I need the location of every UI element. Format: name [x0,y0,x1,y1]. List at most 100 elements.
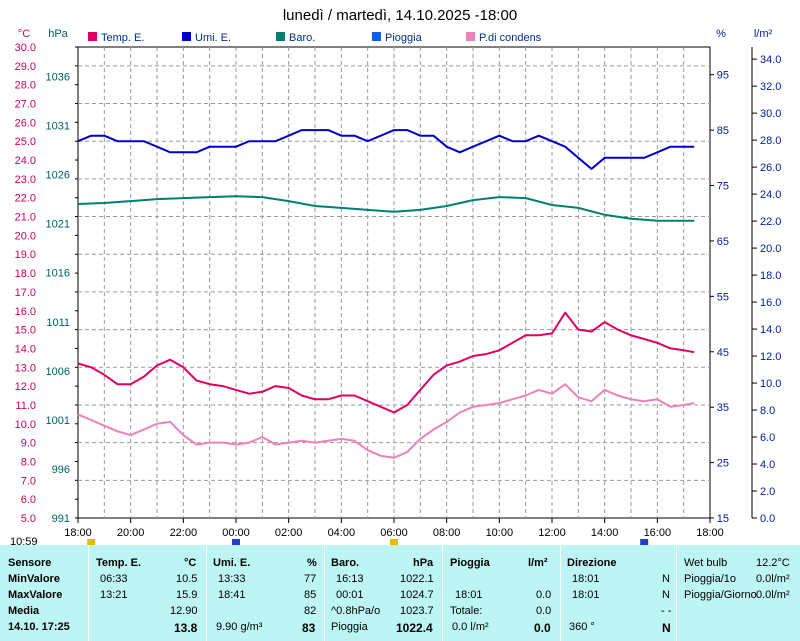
celsius-tick-label: 5.0 [21,513,36,525]
temp-title: Temp. E. [96,557,142,569]
umi-current: 83 [302,621,316,635]
percent-tick-label: 15 [717,513,729,525]
celsius-tick-label: 9.0 [21,438,36,450]
celsius-tick-label: 24.0 [15,155,36,167]
maxvalore-label: MaxValore [8,589,63,601]
legend-swatch [182,32,191,41]
celsius-tick-label: 18.0 [15,268,36,280]
baro-current: 1022.4 [396,621,433,635]
wetbulb-label: Wet bulb [684,557,728,569]
baro-title: Baro. [331,557,360,569]
celsius-tick-label: 30.0 [15,42,36,54]
rain-tick-label: 32.0 [760,81,781,93]
umi-max: 85 [304,589,317,601]
legend-swatch [88,32,97,41]
temp-min-time: 06:33 [100,573,128,585]
pioggia-max-time: 18:01 [455,589,483,601]
umi-title: Umi. E. [213,557,251,569]
baro-media: 1023.7 [400,605,434,617]
hpa-tick-label: 1026 [46,170,70,182]
hpa-tick-label: 1031 [46,121,70,133]
pioggia-unit: l/m² [528,557,548,569]
direzione-media: - - [661,605,672,617]
hpa-tick-label: 1001 [46,415,70,427]
rain-tick-label: 24.0 [760,189,781,201]
legend-label: Pioggia [385,32,423,44]
hpa-tick-label: 1006 [46,366,70,378]
pioggia-rate: 0.0 l/m² [452,621,489,633]
legend-swatch [466,32,475,41]
baro-unit: hPa [413,557,434,569]
rain-tick-label: 10.0 [760,378,781,390]
rain-tick-label: 2.0 [760,486,775,498]
rain-day-value: 0.0l/m² [756,589,790,601]
x-tick-label: 06:00 [380,527,408,539]
rain-tick-label: 18.0 [760,270,781,282]
legend-label: Umi. E. [195,32,231,44]
rain-tick-label: 20.0 [760,243,781,255]
baro-min-time: 16:13 [336,573,364,585]
x-tick-label: 08:00 [433,527,461,539]
series-line-umi-e [77,129,695,170]
weather-chart: lunedì / martedì, 14.10.2025 -18:00 °C h… [15,7,782,545]
clock-time: 10:59 [10,536,38,548]
x-tick-label: 14:00 [591,527,619,539]
celsius-tick-label: 27.0 [15,99,36,111]
rain-axis-unit: l/m² [754,28,773,40]
umi-unit: % [307,557,317,569]
event-marker [390,539,398,545]
rain-tick-label: 30.0 [760,108,781,120]
celsius-tick-label: 14.0 [15,343,36,355]
rain-tick-label: 16.0 [760,297,781,309]
celsius-tick-label: 29.0 [15,61,36,73]
celsius-tick-label: 11.0 [15,400,36,412]
media-label: Media [8,605,40,617]
hpa-tick-label: 996 [52,464,70,476]
x-tick-label: 02:00 [275,527,303,539]
legend-label: Temp. E. [101,32,144,44]
event-markers [87,539,649,545]
grid [77,46,711,519]
x-tick-label: 16:00 [644,527,672,539]
chart-title: lunedì / martedì, 14.10.2025 -18:00 [283,7,517,24]
percent-tick-label: 35 [717,402,729,414]
stats-panel: 10:59 Sensore MinValore MaxValore Media … [0,536,800,641]
event-marker [640,539,649,545]
celsius-axis-unit: °C [18,28,30,40]
celsius-tick-label: 15.0 [15,325,36,337]
celsius-tick-label: 23.0 [15,174,36,186]
pioggia-max: 0.0 [536,589,552,601]
baro-trend: ^0.8hPa/o [331,605,381,617]
rain-tick-label: 26.0 [760,162,781,174]
direzione-min-time: 18:01 [572,573,600,585]
direzione-max: N [662,589,670,601]
direzione-title: Direzione [567,557,617,569]
celsius-tick-label: 28.0 [15,80,36,92]
percent-tick-label: 55 [717,291,729,303]
celsius-tick-label: 21.0 [15,212,36,224]
series-line-p-di-condens [77,383,695,459]
celsius-tick-label: 8.0 [21,456,36,468]
percent-tick-label: 65 [717,236,729,248]
pioggia-totale-label: Totale: [450,605,483,617]
percent-tick-label: 75 [717,181,729,193]
x-tick-label: 22:00 [170,527,198,539]
legend-label: Baro. [289,32,315,44]
x-tick-label: 04:00 [328,527,356,539]
baro-pioggia-label: Pioggia [331,621,368,633]
rain-tick-label: 28.0 [760,135,781,147]
celsius-tick-label: 10.0 [15,419,36,431]
axes: 5.0 6.0 7.0 8.0 9.0 10.0 11.0 12.0 13.0 14.0 15.0 1… [15,42,782,539]
sensore-title: Sensore [8,557,52,569]
rain-hour-value: 0.0l/m² [756,573,790,585]
rain-day-label: Pioggia/Giorno [684,589,757,601]
wetbulb-value: 12.2°C [756,557,790,569]
celsius-tick-label: 19.0 [15,249,36,261]
series-line-baro [77,195,695,222]
baro-min: 1022.1 [400,573,434,585]
celsius-tick-label: 17.0 [15,287,36,299]
direzione-max-time: 18:01 [572,589,600,601]
umi-min: 77 [304,573,317,585]
legend: Temp. E. Umi. E. Baro. Pioggia P.di condens [88,32,542,44]
celsius-tick-label: 25.0 [15,136,36,148]
